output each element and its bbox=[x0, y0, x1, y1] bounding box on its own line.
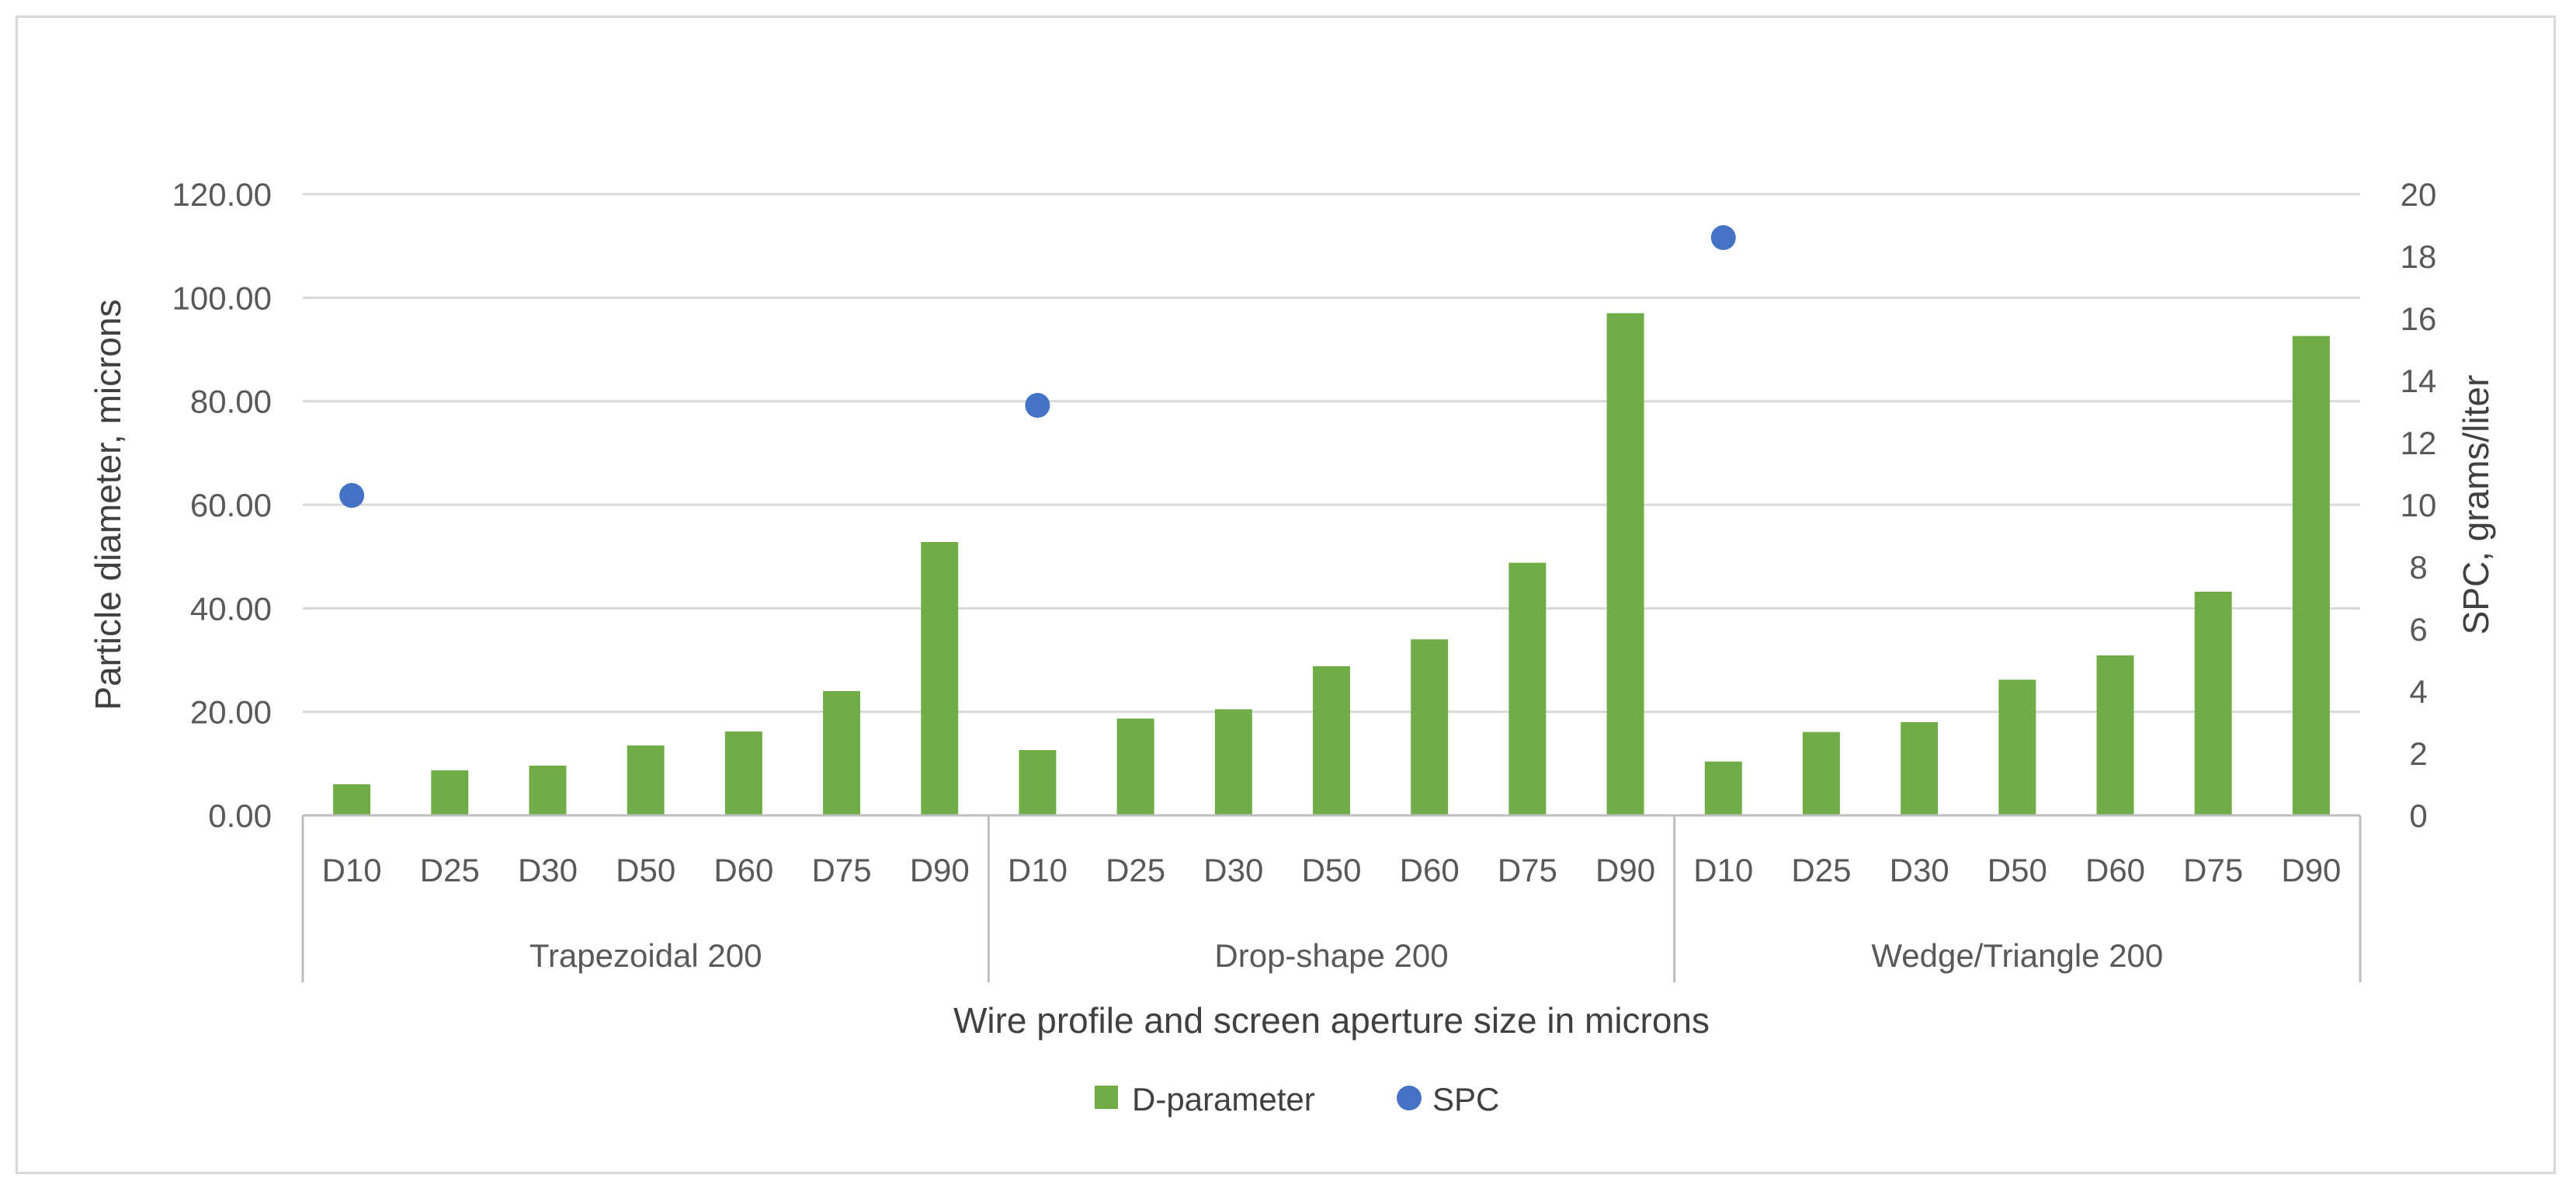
bar bbox=[921, 542, 959, 815]
bar bbox=[333, 784, 371, 815]
right-axis-ticks: 0 2 4 6 8 10 12 14 16 18 20 bbox=[2401, 176, 2437, 834]
bar bbox=[724, 732, 762, 815]
y2-tick-label: 4 bbox=[2409, 673, 2427, 710]
legend-label-d-parameter: D-parameter bbox=[1132, 1081, 1315, 1117]
x-tick-label: D75 bbox=[1498, 852, 1557, 888]
bar bbox=[529, 766, 567, 815]
x-tick-label: D75 bbox=[812, 852, 872, 888]
x-axis: D10 D25 D30 D50 D60 D75 D90 Trapezoidal 200 D10 D… bbox=[301, 814, 2362, 982]
bar bbox=[2194, 592, 2232, 815]
x-tick-label: D50 bbox=[1301, 852, 1361, 888]
y2-tick-label: 20 bbox=[2401, 176, 2437, 213]
y2-tick-label: 6 bbox=[2409, 611, 2427, 648]
x-axis-title: Wire profile and screen aperture size in… bbox=[953, 1000, 1710, 1041]
y-tick-label: 20.00 bbox=[190, 694, 272, 731]
bar-series-d-parameter bbox=[333, 313, 2330, 816]
point bbox=[339, 483, 365, 508]
y2-tick-label: 16 bbox=[2401, 301, 2437, 337]
bar bbox=[1116, 718, 1154, 815]
bar bbox=[627, 745, 665, 815]
x-tick-label: D25 bbox=[420, 852, 480, 888]
x-tick-label: D30 bbox=[518, 852, 578, 888]
y2-tick-label: 2 bbox=[2409, 735, 2427, 772]
scatter-series-spc bbox=[339, 225, 1736, 508]
y-axis-title: Particle diameter, microns bbox=[88, 299, 128, 710]
y2-tick-label: 12 bbox=[2401, 425, 2437, 461]
bar bbox=[823, 691, 861, 815]
point bbox=[1710, 225, 1736, 250]
group-label: Wedge/Triangle 200 bbox=[1871, 937, 2163, 974]
legend-swatch-spc bbox=[1397, 1086, 1422, 1110]
x-tick-label: D50 bbox=[1988, 852, 2047, 888]
group-label: Drop-shape 200 bbox=[1214, 937, 1448, 974]
y2-tick-label: 8 bbox=[2409, 549, 2427, 586]
x-tick-label: D90 bbox=[2281, 852, 2341, 888]
legend-label-spc: SPC bbox=[1432, 1081, 1499, 1117]
x-tick-label: D60 bbox=[1400, 852, 1460, 888]
x-tick-label: D50 bbox=[616, 852, 675, 888]
y-tick-label: 80.00 bbox=[190, 384, 272, 420]
left-axis-ticks: 0.00 20.00 40.00 60.00 80.00 100.00 120.00 bbox=[172, 176, 272, 834]
x-tick-label: D60 bbox=[713, 852, 773, 888]
group-label: Trapezoidal 200 bbox=[529, 937, 762, 974]
x-tick-label: D10 bbox=[1693, 852, 1753, 888]
y2-tick-label: 18 bbox=[2401, 238, 2437, 275]
bar bbox=[1214, 709, 1252, 815]
bar bbox=[1901, 722, 1939, 815]
x-tick-label: D90 bbox=[910, 852, 970, 888]
y-tick-label: 60.00 bbox=[190, 487, 272, 523]
y-tick-label: 0.00 bbox=[208, 798, 272, 834]
y-tick-label: 40.00 bbox=[190, 590, 272, 627]
x-tick-label: D75 bbox=[2183, 852, 2243, 888]
bar bbox=[2096, 655, 2134, 815]
bar bbox=[431, 770, 469, 815]
y-tick-label: 100.00 bbox=[172, 280, 272, 316]
bar bbox=[1019, 750, 1057, 815]
point bbox=[1025, 393, 1050, 418]
bar bbox=[1704, 761, 1742, 815]
x-tick-label: D90 bbox=[1595, 852, 1655, 888]
y2-tick-label: 14 bbox=[2401, 363, 2437, 399]
bar bbox=[1998, 679, 2036, 815]
y-tick-label: 120.00 bbox=[172, 176, 272, 213]
x-tick-label: D25 bbox=[1791, 852, 1851, 888]
gridlines bbox=[303, 193, 2360, 714]
bar bbox=[1411, 639, 1449, 815]
x-tick-label: D10 bbox=[1008, 852, 1068, 888]
x-tick-label: D30 bbox=[1890, 852, 1949, 888]
bar bbox=[2292, 335, 2330, 816]
x-tick-label: D60 bbox=[2085, 852, 2145, 888]
bar bbox=[1313, 666, 1350, 815]
y2-tick-label: 10 bbox=[2401, 487, 2437, 523]
y2-axis-title: SPC, grams/liter bbox=[2456, 375, 2496, 635]
legend-swatch-d-parameter bbox=[1095, 1086, 1118, 1109]
y2-tick-label: 0 bbox=[2409, 798, 2427, 834]
chart-frame bbox=[16, 16, 2556, 1174]
legend: D-parameter SPC bbox=[1095, 1081, 1499, 1117]
bar bbox=[1802, 732, 1840, 815]
x-tick-label: D25 bbox=[1106, 852, 1165, 888]
bar bbox=[1508, 562, 1547, 815]
x-tick-label: D10 bbox=[322, 852, 382, 888]
bar bbox=[1606, 313, 1644, 815]
x-tick-label: D30 bbox=[1203, 852, 1263, 888]
